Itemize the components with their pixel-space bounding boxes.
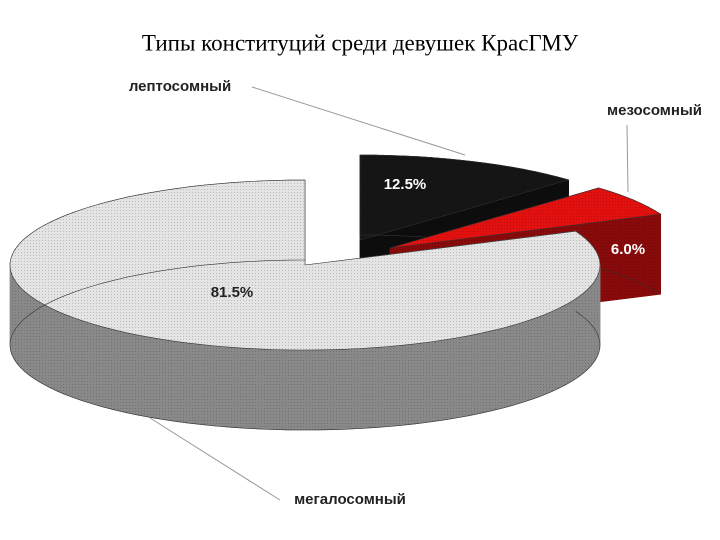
slice-side-texture xyxy=(513,322,524,406)
slice-side-texture xyxy=(149,337,162,420)
slice-texture xyxy=(360,155,569,240)
slice-side-texture xyxy=(542,312,551,396)
slice-side-texture xyxy=(492,328,504,411)
slice-side-texture xyxy=(229,347,244,429)
slice-side-texture xyxy=(41,303,49,387)
slice-side-texture xyxy=(14,279,17,364)
slice-side-texture xyxy=(188,343,202,425)
slice-side-texture xyxy=(550,308,559,392)
slice-side-texture xyxy=(201,344,216,426)
slice-side-texture xyxy=(346,348,361,430)
slice-side-texture xyxy=(587,285,592,370)
slice-side-texture xyxy=(287,349,303,430)
leader-line xyxy=(149,417,281,501)
slice-side-texture xyxy=(302,349,317,430)
slice-side-texture xyxy=(258,348,273,430)
slice-side-texture xyxy=(161,339,175,422)
slice-side-texture xyxy=(591,280,595,365)
category-label: мегалосомный xyxy=(294,491,406,508)
slice-side-texture xyxy=(456,335,469,418)
slice-side-texture xyxy=(403,343,417,426)
slice-side-texture xyxy=(503,325,514,408)
slice-texture xyxy=(390,187,661,248)
value-label: 6.0% xyxy=(611,241,645,258)
slice-side-texture xyxy=(29,295,36,380)
slice-side-texture xyxy=(523,318,534,402)
slice-side-texture xyxy=(565,301,573,385)
slice-side-texture xyxy=(430,340,444,422)
category-label: мезосомный xyxy=(607,102,702,119)
slice-side-texture xyxy=(244,348,259,429)
slice-texture xyxy=(10,180,601,350)
slice-side-texture xyxy=(272,349,288,430)
slice-side-texture xyxy=(64,314,74,398)
slice-side-texture xyxy=(468,333,481,416)
slice-side-texture xyxy=(533,315,543,399)
slice-side-texture xyxy=(578,293,584,378)
slice-side-texture xyxy=(10,270,13,356)
slice-side-texture xyxy=(92,323,103,407)
slice-side-texture xyxy=(20,287,25,372)
slice-side-texture xyxy=(583,289,588,374)
slice-side-texture xyxy=(331,349,347,430)
slice-side-texture xyxy=(56,310,65,395)
slice-side-texture xyxy=(174,341,189,424)
slice-side-texture xyxy=(17,283,21,368)
slice-side-texture xyxy=(113,329,126,413)
slice-side-texture xyxy=(82,320,93,404)
slice-side-texture xyxy=(12,275,15,360)
slice-side-texture xyxy=(24,291,30,376)
slice-outline xyxy=(9,259,601,431)
leader-line xyxy=(626,124,629,193)
slice-side-texture xyxy=(360,347,375,429)
slice-side-texture xyxy=(389,345,403,427)
slice-side-texture xyxy=(48,307,57,391)
slice-side-texture xyxy=(125,332,137,415)
slice-side-texture xyxy=(480,330,492,414)
slice-side-texture xyxy=(137,334,150,418)
slice-side-texture xyxy=(572,297,579,381)
slice-side-texture xyxy=(35,299,42,384)
category-label: лептосомный xyxy=(129,78,231,95)
slice-side-texture xyxy=(443,338,456,421)
slice-side-texture xyxy=(558,304,566,389)
slice-outline xyxy=(598,267,661,295)
leader-line xyxy=(251,86,466,156)
slice-side-texture xyxy=(215,346,230,428)
slice-side-texture xyxy=(594,276,598,361)
slice-side-texture xyxy=(102,326,114,410)
slice-side-texture xyxy=(316,349,332,430)
slice-side-texture xyxy=(73,317,83,401)
value-label: 12.5% xyxy=(384,176,427,193)
slice-side-texture xyxy=(374,346,389,428)
value-label: 81.5% xyxy=(211,284,254,301)
slice-side-texture xyxy=(416,342,431,424)
chart-title: Типы конституций среди девушек КрасГМУ xyxy=(142,30,579,55)
